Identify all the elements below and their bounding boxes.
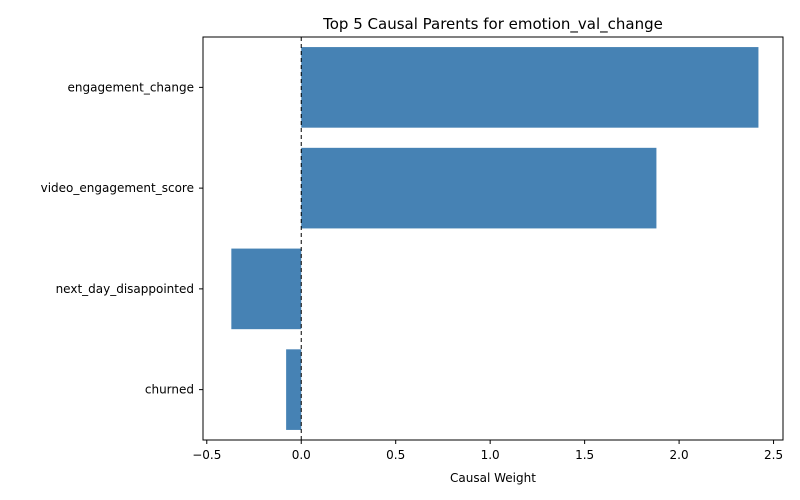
x-tick-label-1: 0.0 (292, 448, 311, 462)
y-tick-label-churned: churned (145, 383, 194, 397)
bar-video_engagement_score (301, 147, 657, 229)
x-tick-label-3: 1.0 (481, 448, 500, 462)
y-tick-label-engagement_change: engagement_change (67, 80, 194, 94)
chart-title: Top 5 Causal Parents for emotion_val_cha… (322, 15, 663, 34)
x-tick-label-2: 0.5 (386, 448, 405, 462)
x-tick-label-0: −0.5 (192, 448, 221, 462)
plot-frame (202, 36, 784, 441)
x-tick-label-6: 2.5 (764, 448, 783, 462)
bar-engagement_change (301, 47, 759, 128)
x-axis-label: Causal Weight (450, 471, 536, 485)
y-tick-label-next_day_disappointed: next_day_disappointed (56, 282, 194, 296)
plot-area: engagement_change video_engagement_scoren… (41, 37, 783, 462)
x-tick-label-4: 1.5 (575, 448, 594, 462)
bar-next_day_disappointed (231, 248, 302, 330)
bar-churned (286, 349, 302, 430)
y-tick-label-video_engagement_score: video_engagement_score (41, 181, 194, 195)
x-tick-label-5: 2.0 (670, 448, 689, 462)
